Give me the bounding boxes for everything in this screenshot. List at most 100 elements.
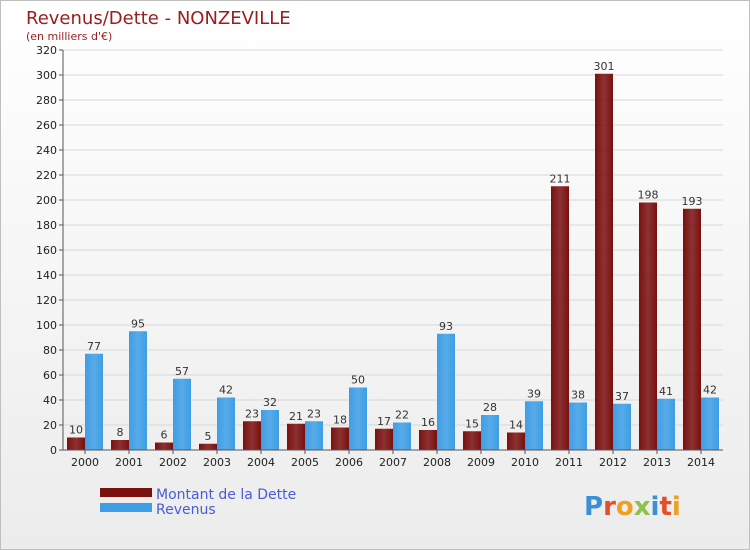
x-tick-label-2009: 2009: [467, 456, 495, 469]
chart-subtitle: (en milliers d'€): [26, 30, 112, 43]
label-revenus-2013: 41: [659, 385, 673, 398]
logo-letter: t: [659, 492, 671, 522]
y-tick-label: 100: [36, 319, 57, 332]
label-dette-2010: 14: [509, 419, 523, 432]
bar-dette-2011: [551, 186, 569, 450]
label-dette-2012: 301: [594, 60, 615, 73]
label-revenus-2009: 28: [483, 401, 497, 414]
label-revenus-2010: 39: [527, 387, 541, 400]
x-tick-label-2014: 2014: [687, 456, 715, 469]
x-tick-label-2005: 2005: [291, 456, 319, 469]
bar-revenus-2010: [525, 401, 543, 450]
bar-dette-2013: [639, 202, 657, 450]
label-dette-2006: 18: [333, 414, 347, 427]
y-tick-label: 80: [43, 344, 57, 357]
bar-dette-2008: [419, 430, 437, 450]
x-tick-label-2004: 2004: [247, 456, 275, 469]
x-tick-label-2011: 2011: [555, 456, 583, 469]
bar-revenus-2002: [173, 378, 191, 450]
label-dette-2003: 5: [205, 430, 212, 443]
x-tick-label-2003: 2003: [203, 456, 231, 469]
bar-dette-2002: [155, 442, 173, 450]
x-tick-label-2007: 2007: [379, 456, 407, 469]
y-tick-label: 200: [36, 194, 57, 207]
label-dette-2001: 8: [117, 426, 124, 439]
bar-revenus-2013: [657, 398, 675, 450]
bar-dette-2009: [463, 431, 481, 450]
bar-dette-2014: [683, 208, 701, 450]
bar-revenus-2006: [349, 387, 367, 450]
label-revenus-2004: 32: [263, 396, 277, 409]
x-tick-label-2002: 2002: [159, 456, 187, 469]
bar-revenus-2005: [305, 421, 323, 450]
bar-revenus-2009: [481, 415, 499, 450]
y-tick-label: 120: [36, 294, 57, 307]
bar-revenus-2007: [393, 422, 411, 450]
label-dette-2004: 23: [245, 407, 259, 420]
y-tick-label: 20: [43, 419, 57, 432]
bar-dette-2004: [243, 421, 261, 450]
logo-letter: P: [584, 492, 603, 522]
y-tick-label: 160: [36, 244, 57, 257]
bars: [67, 73, 719, 450]
bar-revenus-2014: [701, 397, 719, 450]
y-tick-label: 320: [36, 44, 57, 57]
bar-dette-2001: [111, 440, 129, 450]
bar-revenus-2008: [437, 333, 455, 450]
y-tick-label: 140: [36, 269, 57, 282]
logo-letter: i: [651, 492, 660, 522]
label-dette-2014: 193: [682, 195, 703, 208]
proxiti-logo: Proxiti: [584, 492, 681, 522]
y-tick-label: 260: [36, 119, 57, 132]
y-tick-label: 40: [43, 394, 57, 407]
bar-dette-2012: [595, 73, 613, 450]
x-tick-label-2012: 2012: [599, 456, 627, 469]
bar-dette-2000: [67, 437, 85, 450]
label-dette-2002: 6: [161, 429, 168, 442]
legend-swatch-revenus: [100, 503, 152, 512]
label-revenus-2006: 50: [351, 374, 365, 387]
label-revenus-2002: 57: [175, 365, 189, 378]
label-dette-2009: 15: [465, 417, 479, 430]
bar-dette-2003: [199, 443, 217, 450]
label-dette-2008: 16: [421, 416, 435, 429]
label-revenus-2007: 22: [395, 409, 409, 422]
chart-title: Revenus/Dette - NONZEVILLE: [26, 8, 291, 29]
logo-letter: i: [672, 492, 681, 522]
label-dette-2013: 198: [638, 189, 659, 202]
label-revenus-2011: 38: [571, 389, 585, 402]
label-dette-2007: 17: [377, 415, 391, 428]
label-revenus-2001: 95: [131, 317, 145, 330]
label-revenus-2014: 42: [703, 384, 717, 397]
legend: Montant de la Dette Revenus: [100, 487, 296, 518]
bar-dette-2010: [507, 432, 525, 450]
logo-letter: o: [616, 492, 634, 522]
label-revenus-2000: 77: [87, 340, 101, 353]
legend-swatch-dette: [100, 488, 152, 497]
y-tick-label: 0: [50, 444, 57, 457]
logo-letter: x: [634, 492, 651, 522]
x-tick-label-2001: 2001: [115, 456, 143, 469]
label-dette-2011: 211: [550, 172, 571, 185]
bar-revenus-2011: [569, 402, 587, 450]
x-tick-label-2000: 2000: [71, 456, 99, 469]
y-tick-label: 280: [36, 94, 57, 107]
bar-revenus-2001: [129, 331, 147, 450]
x-tick-label-2006: 2006: [335, 456, 363, 469]
label-revenus-2005: 23: [307, 407, 321, 420]
label-revenus-2008: 93: [439, 320, 453, 333]
logo-letter: r: [603, 492, 616, 522]
y-axis-ticks: 0 20 40 60 80 100 120 140 160 180 200 220 240 260 280 3…: [36, 44, 63, 457]
x-tick-label-2008: 2008: [423, 456, 451, 469]
label-revenus-2003: 42: [219, 384, 233, 397]
bar-dette-2005: [287, 423, 305, 450]
bar-dette-2006: [331, 427, 349, 450]
bar-revenus-2012: [613, 403, 631, 450]
label-dette-2005: 21: [289, 410, 303, 423]
y-tick-label: 180: [36, 219, 57, 232]
legend-label-dette: Montant de la Dette: [156, 487, 296, 503]
bar-dette-2007: [375, 428, 393, 450]
data-labels: 10 77 8 95 6 57 5 42 23 32 21 23 18 50 17 22 16 93 15 28 14 3…: [69, 60, 717, 443]
x-axis-ticks: 2000 2001 2002 2003 2004 2005 2006 2007 2008 2009…: [71, 450, 715, 469]
